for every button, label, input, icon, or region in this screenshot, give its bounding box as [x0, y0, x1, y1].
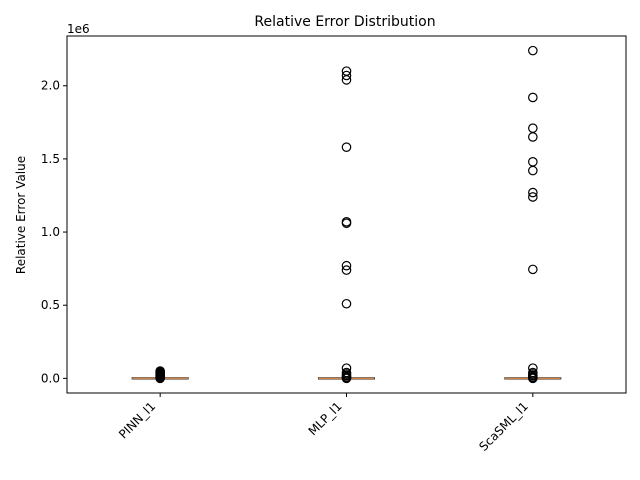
- plot-area: 0.0 0.5 1.0 1.5 2.0 PINN_l1 MLP_l1 ScaSML_l1: [41, 35, 627, 454]
- outlier-point: [528, 367, 538, 378]
- outlier-point: [341, 260, 352, 271]
- outlier-point: [341, 142, 352, 152]
- outlier-point: [528, 157, 538, 167]
- outlier-point: [341, 367, 352, 378]
- outlier-point: [341, 298, 352, 309]
- outlier-point: [341, 363, 352, 373]
- x-tick-label: ScaSML_l1: [476, 399, 531, 454]
- outlier-point: [528, 45, 538, 56]
- plot-frame: [66, 35, 627, 394]
- y-tick-label: 1.5: [41, 152, 60, 166]
- outlier-point: [155, 366, 165, 376]
- y-tick-label: 0.5: [41, 298, 60, 312]
- y-tick-label: 2.0: [41, 79, 60, 93]
- outlier-point: [528, 92, 538, 103]
- outlier-point: [341, 265, 352, 275]
- y-tick-label: 0.0: [41, 371, 60, 385]
- outlier-point: [528, 187, 538, 198]
- outlier-point: [528, 123, 538, 133]
- x-tick-label: MLP_l1: [306, 399, 345, 438]
- x-tick-label: PINN_l1: [116, 399, 158, 441]
- outlier-point: [528, 192, 538, 202]
- outlier-point: [341, 66, 352, 76]
- y-axis-scale-label: 1e6: [67, 22, 90, 36]
- outlier-point: [528, 132, 538, 142]
- outlier-point: [528, 165, 538, 176]
- chart-title: Relative Error Distribution: [254, 14, 435, 30]
- y-axis-label: Relative Error Value: [14, 156, 28, 274]
- outlier-point: [528, 363, 538, 373]
- outlier-point: [341, 217, 352, 227]
- outlier-point: [528, 264, 538, 275]
- y-tick-label: 1.0: [41, 225, 60, 239]
- outlier-point: [341, 70, 352, 81]
